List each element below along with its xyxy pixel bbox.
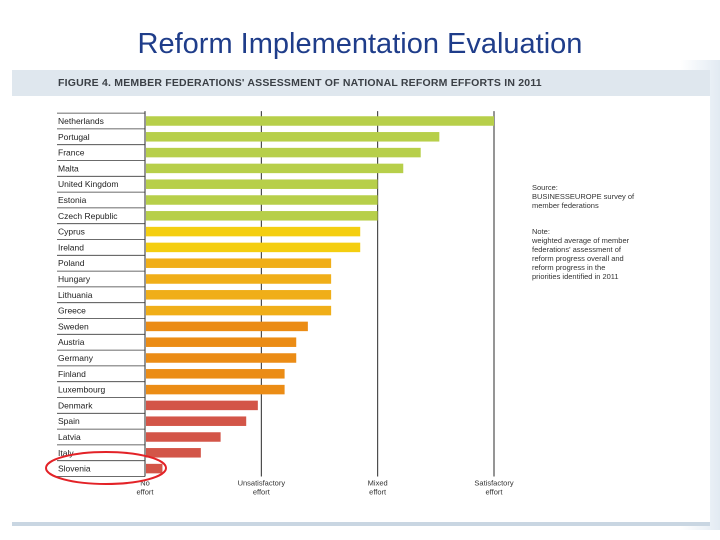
- category-label-lithuania: Lithuania: [58, 290, 93, 300]
- bar-united-kingdom: [146, 179, 378, 189]
- category-label-germany: Germany: [58, 353, 94, 363]
- bar-luxembourg: [146, 384, 285, 395]
- category-label-cyprus: Cyprus: [58, 227, 85, 237]
- category-label-austria: Austria: [58, 337, 85, 347]
- x-tick-label: No effort: [137, 479, 155, 497]
- bar-denmark: [146, 400, 258, 411]
- bar-hungary: [146, 274, 332, 284]
- category-label-sweden: Sweden: [58, 321, 89, 331]
- chart-title: FIGURE 4. MEMBER FEDERATIONS' ASSESSMENT…: [58, 77, 542, 89]
- bar-czech-republic: [146, 211, 378, 221]
- category-label-finland: Finland: [58, 369, 86, 379]
- bar-malta: [146, 163, 404, 174]
- category-label-netherlands: Netherlands: [58, 116, 104, 126]
- slovenia-highlight-circle: [45, 451, 167, 485]
- slide-title: Reform Implementation Evaluation: [137, 28, 583, 60]
- category-label-malta: Malta: [58, 163, 79, 173]
- bar-netherlands: [146, 116, 494, 126]
- bar-finland: [146, 369, 285, 379]
- category-label-united-kingdom: United Kingdom: [58, 179, 118, 189]
- bar-cyprus: [146, 226, 361, 237]
- category-label-ireland: Ireland: [58, 242, 84, 252]
- note-label: Note:: [532, 227, 550, 236]
- bar-austria: [146, 337, 297, 347]
- note-text: weighted average of member federations' a…: [531, 236, 630, 281]
- bar-italy: [146, 448, 201, 458]
- bar-poland: [146, 258, 332, 268]
- chart-figure: FIGURE 4. MEMBER FEDERATIONS' ASSESSMENT…: [12, 70, 710, 526]
- category-label-italy: Italy: [58, 448, 74, 458]
- x-tick-label: Unsatisfactory effort: [238, 479, 286, 497]
- source-text: BUSINESSEUROPE survey of member federatio…: [532, 192, 635, 210]
- bar-portugal: [146, 132, 440, 142]
- bar-spain: [146, 416, 247, 426]
- bar-latvia: [146, 432, 221, 442]
- category-label-estonia: Estonia: [58, 195, 87, 205]
- category-label-spain: Spain: [58, 416, 80, 426]
- bar-estonia: [146, 195, 378, 205]
- category-label-czech-republic: Czech Republic: [58, 211, 118, 221]
- category-label-hungary: Hungary: [58, 274, 91, 284]
- category-label-poland: Poland: [58, 258, 85, 268]
- bar-slovenia: [146, 463, 163, 474]
- bar-germany: [146, 353, 297, 363]
- bar-france: [146, 147, 421, 158]
- source-label: Source:: [532, 183, 558, 192]
- figure-header: FIGURE 4. MEMBER FEDERATIONS' ASSESSMENT…: [12, 70, 710, 96]
- figure-bottom-rule: [12, 522, 710, 526]
- bar-lithuania: [146, 290, 332, 300]
- category-label-portugal: Portugal: [58, 132, 90, 142]
- bar-ireland: [146, 242, 361, 253]
- category-label-france: France: [58, 148, 85, 158]
- x-tick-label: Satisfactory effort: [474, 479, 513, 497]
- bar-sweden: [146, 321, 308, 332]
- category-label-luxembourg: Luxembourg: [58, 385, 106, 395]
- category-label-latvia: Latvia: [58, 432, 81, 442]
- category-label-greece: Greece: [58, 306, 86, 316]
- x-tick-label: Mixed effort: [368, 479, 388, 497]
- category-label-slovenia: Slovenia: [58, 464, 91, 474]
- category-label-denmark: Denmark: [58, 400, 93, 410]
- bar-greece: [146, 305, 332, 316]
